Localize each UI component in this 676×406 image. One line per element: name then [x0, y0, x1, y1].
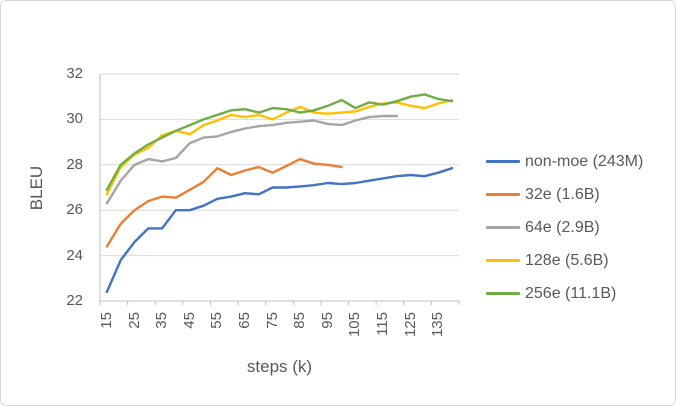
legend-item-64e: 64e (2.9B): [486, 211, 643, 244]
legend-item-non-moe: non-moe (243M): [486, 145, 643, 178]
y-tick-label: 28: [66, 155, 83, 173]
legend-item-128e: 128e (5.6B): [486, 244, 643, 277]
x-tick-label: 35: [153, 312, 171, 329]
legend-label: 32e (1.6B): [525, 185, 600, 203]
x-tick-label: 25: [125, 312, 143, 329]
x-tick-label: 55: [208, 312, 226, 329]
series-line-1: [105, 157, 343, 248]
y-tick-label: 30: [66, 110, 83, 128]
legend-label: 128e (5.6B): [525, 251, 609, 269]
legend-line-swatch-blue-icon: [486, 160, 520, 163]
x-tick-label: 45: [180, 312, 198, 329]
legend-line-swatch-green-icon: [486, 292, 520, 295]
x-tick-label: 95: [318, 312, 336, 329]
legend-line-swatch-orange-icon: [486, 193, 520, 196]
y-axis-title: BLEU: [27, 165, 46, 211]
x-axis-title: steps (k): [246, 357, 313, 376]
y-tick-label: 26: [66, 201, 83, 219]
legend-label: non-moe (243M): [525, 152, 644, 170]
legend-item-32e: 32e (1.6B): [486, 178, 643, 211]
legend-line-swatch-yellow-icon: [486, 259, 520, 262]
x-tick-label: 15: [97, 312, 115, 329]
legend-label: 64e (2.9B): [525, 218, 600, 236]
series-line-3: [105, 98, 454, 196]
series-line-0: [105, 166, 454, 294]
series-line-4: [105, 93, 454, 192]
series-line-2: [105, 114, 399, 205]
legend-item-256e: 256e (11.1B): [486, 277, 643, 310]
legend-line-swatch-gray-icon: [486, 226, 520, 229]
x-tick-label: 115: [374, 312, 392, 336]
y-tick-label: 22: [66, 292, 83, 309]
x-tick-label: 125: [401, 312, 419, 338]
y-tick-label: 32: [66, 65, 83, 82]
x-tick-label: 85: [291, 312, 309, 329]
x-tick-label: 65: [235, 312, 253, 329]
x-tick-label: 105: [346, 312, 364, 338]
legend: non-moe (243M) 32e (1.6B) 64e (2.9B) 128…: [486, 145, 643, 310]
legend-label: 256e (11.1B): [525, 284, 617, 302]
x-tick-label: 135: [429, 312, 447, 338]
x-tick-label: 75: [263, 312, 281, 329]
y-tick-label: 24: [66, 246, 83, 264]
